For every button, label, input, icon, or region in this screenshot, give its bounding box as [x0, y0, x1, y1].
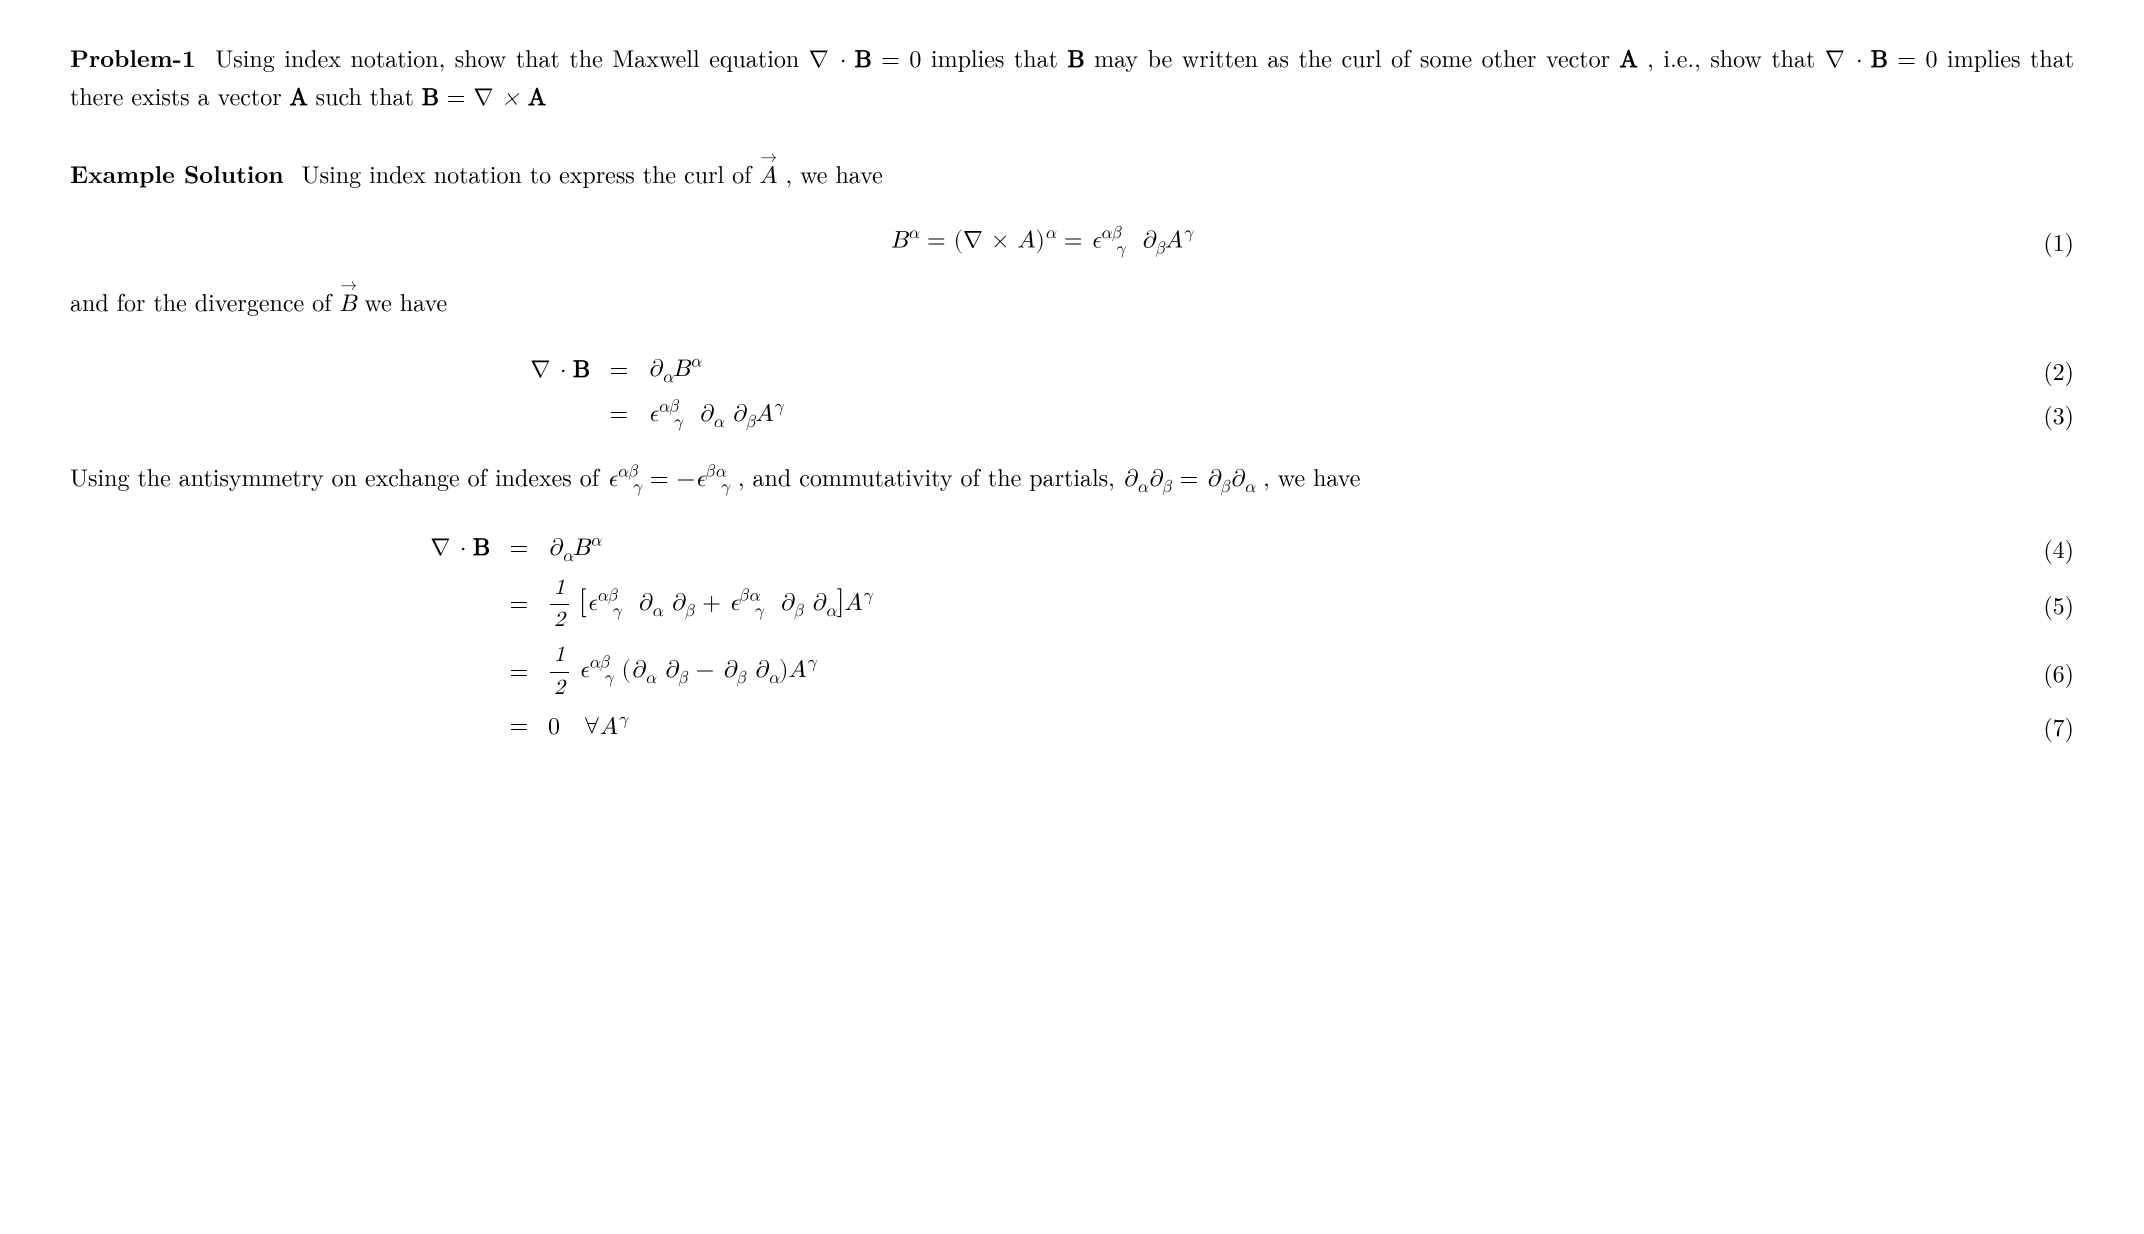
solution-intro: Example Solution Using index notation to…	[70, 156, 2074, 194]
eq6-equals: =	[504, 655, 534, 690]
equation-3: = ϵαβγ ∂α ∂βAγ (3)	[70, 394, 2074, 435]
antisym-expr2: ∂α∂β = ∂β∂α	[1123, 467, 1263, 491]
equation-4: ∇ · B = ∂αBα (4)	[70, 528, 2074, 569]
equation-1: Bα = (∇ × A)α = ϵαβγ ∂βAγ (1)	[70, 221, 2074, 262]
eq2-lhs: ∇ · B	[70, 353, 604, 388]
eq4-rhs: ∂αBα	[534, 528, 1268, 569]
eq6-rhs: 12 ϵαβγ (∂α ∂β − ∂β ∂α)Aγ	[534, 640, 1268, 704]
vector-b: B	[1068, 48, 1085, 72]
equation-5-number: (5)	[2014, 587, 2074, 622]
vector-a-arrow: A	[759, 159, 777, 194]
equation-1-body: Bα = (∇ × A)α = ϵαβγ ∂βAγ	[70, 221, 2014, 262]
eq4-lhs: ∇ · B	[70, 531, 504, 566]
problem-paragraph: Problem-1 Using index notation, show tha…	[70, 40, 2074, 116]
vector-a-2: A	[290, 86, 308, 110]
solution-intro-before: Using index notation to express the curl…	[302, 156, 760, 190]
eq5-rhs: 12 [ϵαβγ ∂α ∂β + ϵβαγ ∂β ∂α]Aγ	[534, 573, 1268, 637]
solution-intro-after: , we have	[785, 156, 882, 190]
antisym-t2: , and commutativity of the partials,	[738, 459, 1123, 493]
equation-6: = 12 ϵαβγ (∂α ∂β − ∂β ∂α)Aγ (6)	[70, 640, 2074, 704]
antisym-t1: Using the antisymmetry on exchange of in…	[70, 459, 607, 493]
expr-div-b-zero-2: ∇ · B = 0	[1825, 48, 1938, 72]
expr-div-b-zero-1: ∇ · B = 0	[809, 48, 922, 72]
equation-3-number: (3)	[2014, 397, 2074, 432]
antisymmetry-text: Using the antisymmetry on exchange of in…	[70, 459, 2074, 500]
problem-text-4: , i.e., show that	[1647, 40, 1825, 74]
eq5-equals: =	[504, 587, 534, 622]
antisym-expr1: ϵαβγ = −ϵβαγ	[607, 467, 738, 491]
equation-4-number: (4)	[2014, 531, 2074, 566]
eq4-equals: =	[504, 531, 534, 566]
problem-text-6: such that	[316, 78, 422, 112]
solution-heading: Example Solution	[70, 157, 284, 191]
equation-block-4-7: ∇ · B = ∂αBα (4) = 12 [ϵαβγ ∂α ∂β + ϵβαγ…	[70, 528, 2074, 745]
equation-7-number: (7)	[2014, 709, 2074, 744]
vector-a: A	[1620, 48, 1638, 72]
eq2-rhs: ∂αBα	[634, 350, 1268, 391]
problem-heading: Problem-1	[70, 41, 196, 75]
eq2-equals: =	[604, 353, 634, 388]
equation-5: = 12 [ϵαβγ ∂α ∂β + ϵβαγ ∂β ∂α]Aγ (5)	[70, 573, 2074, 637]
equation-2: ∇ · B = ∂αBα (2)	[70, 350, 2074, 391]
eq7-equals: =	[504, 709, 534, 744]
div-text-after: we have	[364, 284, 447, 318]
div-text-before: and for the divergence of	[70, 284, 339, 318]
problem-text-2: implies that	[931, 40, 1068, 74]
expr-b-curl-a: B = ∇ × A	[422, 86, 546, 110]
antisym-t3: , we have	[1263, 459, 1360, 493]
equation-1-number: (1)	[2014, 224, 2074, 259]
problem-text-3: may be written as the curl of some other…	[1094, 40, 1620, 74]
eq3-equals: =	[604, 397, 634, 432]
eq7-rhs: 0 ∀Aγ	[534, 708, 1268, 745]
divergence-text: and for the divergence of B we have	[70, 284, 2074, 322]
equation-2-number: (2)	[2014, 353, 2074, 388]
eq3-rhs: ϵαβγ ∂α ∂βAγ	[634, 394, 1268, 435]
vector-b-arrow: B	[339, 287, 356, 322]
equation-block-2-3: ∇ · B = ∂αBα (2) = ϵαβγ ∂α ∂βAγ (3)	[70, 350, 2074, 435]
problem-text-1: Using index notation, show that the Maxw…	[215, 40, 809, 74]
equation-6-number: (6)	[2014, 655, 2074, 690]
equation-7: = 0 ∀Aγ (7)	[70, 708, 2074, 745]
